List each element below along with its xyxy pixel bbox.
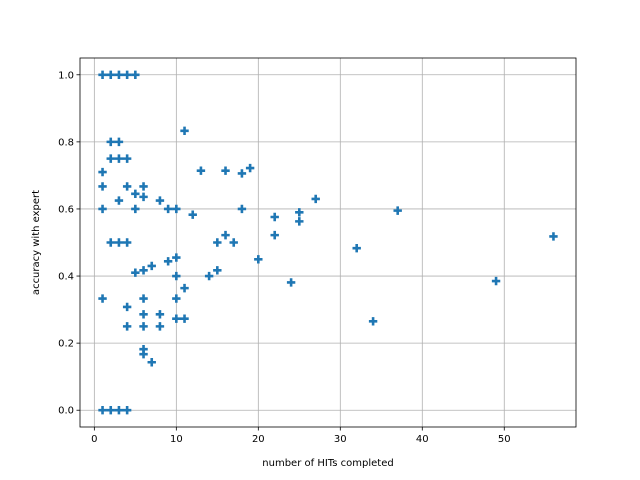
data-point	[270, 212, 279, 222]
data-point	[180, 283, 189, 293]
x-axis-label: number of HITs completed	[262, 458, 393, 469]
data-point	[98, 204, 107, 214]
y-tick-label: 0.0	[58, 406, 74, 417]
data-point	[229, 238, 238, 247]
data-point	[368, 317, 378, 326]
data-point	[163, 257, 173, 266]
data-point	[180, 314, 189, 323]
data-point	[213, 266, 222, 275]
y-tick-label: 0.8	[58, 137, 74, 148]
data-point	[122, 154, 132, 163]
data-point	[114, 238, 124, 247]
data-point	[213, 238, 222, 247]
data-point	[180, 126, 189, 135]
data-point	[237, 169, 247, 178]
data-point	[122, 70, 132, 79]
data-point	[172, 314, 181, 323]
data-point	[155, 196, 165, 205]
data-point	[139, 182, 148, 191]
x-tick-label: 30	[334, 434, 347, 445]
y-tick-label: 1.0	[58, 70, 74, 81]
data-points	[98, 70, 558, 415]
data-point	[352, 244, 361, 253]
data-point	[98, 294, 107, 303]
data-point	[172, 253, 181, 262]
data-point	[270, 230, 279, 240]
data-point	[311, 194, 320, 204]
x-tick-label: 20	[252, 434, 265, 445]
x-tick-label: 0	[91, 434, 97, 445]
data-point	[106, 70, 115, 79]
data-point	[98, 406, 107, 415]
y-axis-label: accuracy with expert	[31, 190, 42, 295]
data-point	[131, 268, 140, 277]
data-point	[131, 70, 140, 79]
data-point	[114, 70, 124, 79]
data-point	[114, 406, 124, 415]
data-point	[139, 192, 148, 202]
data-point	[286, 278, 296, 287]
data-point	[147, 261, 156, 271]
data-point	[122, 302, 132, 312]
x-tick-label: 40	[416, 434, 429, 445]
data-point	[172, 204, 181, 214]
data-point	[491, 276, 501, 286]
data-point	[122, 322, 132, 331]
grid-lines	[80, 58, 576, 427]
y-tick-label: 0.4	[58, 272, 74, 283]
data-point	[122, 406, 132, 415]
data-point	[139, 310, 148, 319]
data-point	[196, 166, 206, 175]
data-point	[188, 210, 197, 219]
data-point	[237, 204, 247, 214]
data-point	[114, 196, 124, 205]
data-point	[139, 294, 148, 303]
data-point	[245, 163, 255, 173]
data-point	[139, 322, 148, 331]
x-tick-label: 10	[170, 434, 183, 445]
data-point	[106, 154, 115, 163]
data-point	[147, 358, 156, 367]
data-point	[139, 350, 148, 359]
plot-frame	[79, 57, 577, 428]
data-point	[114, 154, 124, 163]
data-point	[221, 166, 230, 175]
data-point	[98, 167, 107, 177]
data-point	[106, 137, 115, 147]
data-point	[295, 217, 304, 226]
data-point	[122, 182, 132, 191]
data-point	[98, 182, 107, 191]
x-tick-label: 50	[498, 434, 511, 445]
data-point	[155, 322, 165, 331]
data-point	[106, 406, 115, 415]
data-point	[122, 238, 132, 247]
data-point	[114, 137, 124, 147]
data-point	[549, 232, 558, 241]
data-point	[221, 230, 230, 240]
data-point	[172, 271, 181, 281]
data-point	[106, 238, 115, 247]
data-point	[98, 70, 107, 79]
data-point	[139, 266, 148, 275]
data-point	[393, 206, 402, 215]
data-point	[254, 255, 263, 264]
y-tick-label: 0.2	[58, 339, 74, 350]
data-point	[131, 189, 140, 199]
axis-ticks: 0 10 20 30 40 50 0.0 0.2 0.4 0.6 0.8 1.0	[58, 70, 511, 445]
y-tick-label: 0.6	[58, 204, 74, 215]
data-point	[131, 204, 140, 214]
data-point	[163, 204, 173, 214]
data-point	[172, 294, 181, 303]
data-point	[155, 310, 165, 319]
data-point	[295, 208, 304, 217]
data-point	[204, 271, 214, 281]
